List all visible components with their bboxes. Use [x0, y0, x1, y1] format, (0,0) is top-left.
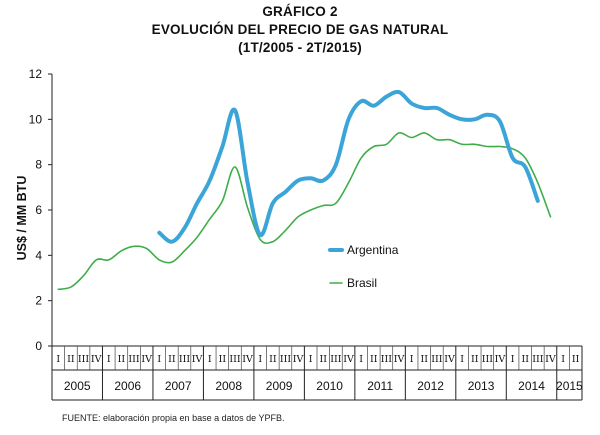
- chart-title-line1: GRÁFICO 2: [262, 4, 338, 19]
- x-quarter-label: IV: [91, 354, 102, 365]
- x-quarter-label: IV: [394, 354, 405, 365]
- legend-label-brasil: Brasil: [347, 276, 377, 290]
- y-tick-label: 4: [35, 248, 42, 262]
- x-quarter-label: III: [482, 354, 494, 365]
- x-year-label: 2011: [367, 379, 393, 393]
- x-quarter-label: I: [561, 354, 565, 365]
- y-axis-label: US$ / MM BTU: [15, 176, 29, 261]
- x-quarter-label: II: [320, 354, 328, 365]
- x-quarter-label: I: [511, 354, 515, 365]
- x-quarter-label: II: [118, 354, 126, 365]
- x-quarter-label: IV: [242, 354, 253, 365]
- x-quarter-label: III: [280, 354, 292, 365]
- y-tick-label: 0: [35, 339, 42, 353]
- series-line-brasil: [57, 131, 552, 291]
- x-year-label: 2013: [468, 379, 495, 393]
- x-quarter-label: II: [521, 354, 529, 365]
- x-quarter-label: III: [229, 354, 241, 365]
- x-quarter-label: III: [330, 354, 342, 365]
- y-tick-label: 10: [29, 112, 43, 126]
- x-quarter-label: I: [460, 354, 464, 365]
- x-year-label: 2006: [114, 379, 141, 393]
- x-quarter-label: II: [67, 354, 75, 365]
- x-quarter-label: I: [309, 354, 313, 365]
- chart-title-line3: (1T/2005 - 2T/2015): [238, 40, 362, 55]
- chart-title-line2: EVOLUCIÓN DEL PRECIO DE GAS NATURAL: [151, 22, 449, 37]
- x-year-label: 2014: [518, 379, 545, 393]
- x-quarter-label: IV: [293, 354, 304, 365]
- x-quarter-label: I: [107, 354, 111, 365]
- x-quarter-label: II: [421, 354, 429, 365]
- x-year-label: 2005: [64, 379, 91, 393]
- x-year-label: 2007: [165, 379, 192, 393]
- x-quarter-label: III: [78, 354, 90, 365]
- series-line-argentina: [157, 89, 540, 244]
- x-quarter-label: III: [179, 354, 191, 365]
- x-quarter-label: IV: [141, 354, 152, 365]
- x-quarter-label: II: [219, 354, 227, 365]
- x-quarter-label: I: [359, 354, 363, 365]
- x-year-label: 2012: [417, 379, 444, 393]
- source-note: FUENTE: elaboración propia en base a dat…: [62, 413, 285, 423]
- x-quarter-label: II: [168, 354, 176, 365]
- x-quarter-label: IV: [444, 354, 455, 365]
- x-year-label: 2010: [316, 379, 343, 393]
- x-quarter-label: I: [258, 354, 262, 365]
- x-quarter-label: III: [431, 354, 443, 365]
- x-quarter-label: II: [471, 354, 479, 365]
- x-quarter-label: II: [572, 354, 580, 365]
- y-tick-label: 6: [35, 203, 42, 217]
- x-quarter-label: I: [410, 354, 414, 365]
- x-year-label: 2009: [266, 379, 293, 393]
- y-tick-label: 8: [35, 158, 42, 172]
- x-quarter-label: I: [56, 354, 60, 365]
- x-quarter-label: IV: [192, 354, 203, 365]
- x-quarter-label: IV: [343, 354, 354, 365]
- x-quarter-label: IV: [495, 354, 506, 365]
- legend-label-argentina: Argentina: [347, 243, 399, 257]
- x-quarter-label: I: [157, 354, 161, 365]
- x-year-label: 2008: [215, 379, 242, 393]
- y-tick-label: 2: [35, 294, 42, 308]
- x-quarter-label: IV: [545, 354, 556, 365]
- x-quarter-label: III: [128, 354, 140, 365]
- x-quarter-label: II: [269, 354, 277, 365]
- x-quarter-label: II: [370, 354, 378, 365]
- y-tick-label: 12: [29, 67, 43, 81]
- x-quarter-label: III: [532, 354, 544, 365]
- x-year-label: 2015: [556, 379, 583, 393]
- x-quarter-label: III: [381, 354, 393, 365]
- x-quarter-label: I: [208, 354, 212, 365]
